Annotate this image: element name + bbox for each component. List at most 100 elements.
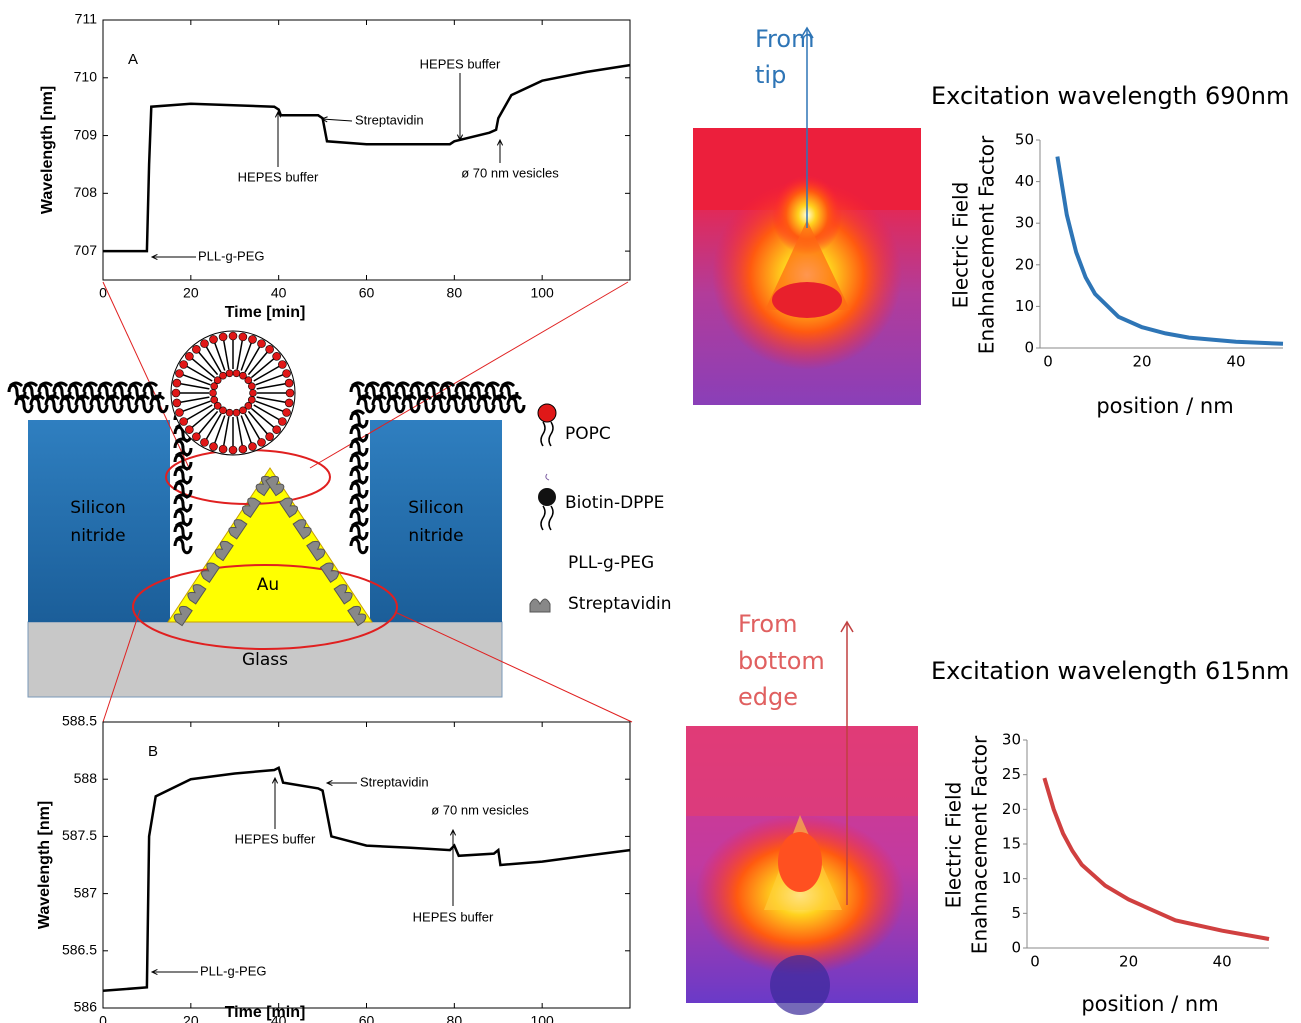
y-tick-label: 587 xyxy=(74,884,98,900)
lipid-head xyxy=(192,433,200,441)
lipid-head xyxy=(185,426,193,434)
lipid-head xyxy=(285,379,293,387)
lipid-head xyxy=(219,333,227,341)
lipid-head xyxy=(239,445,247,453)
map-label: bottom xyxy=(738,647,825,675)
lipid-head xyxy=(175,370,183,378)
y-tick-label: 0 xyxy=(1024,339,1034,357)
x-tick-label: 60 xyxy=(359,285,375,301)
x-tick-label: 0 xyxy=(1030,953,1040,971)
device-diagram: Silicon nitride Silicon nitride Au Glass… xyxy=(9,282,671,722)
x-tick-label: 20 xyxy=(183,1013,199,1023)
lipid-head xyxy=(233,409,240,416)
legend-label: Biotin-DPPE xyxy=(565,493,664,513)
y-tick-label: 40 xyxy=(1015,172,1034,190)
lipid-head xyxy=(229,446,237,454)
figure: Silicon nitride Silicon nitride Au Glass… xyxy=(0,0,1301,1023)
annotation: A xyxy=(128,51,138,68)
block-label: nitride xyxy=(408,526,463,546)
lipid-head xyxy=(239,333,247,341)
y-tick-label: 586.5 xyxy=(62,942,97,958)
lipid-head xyxy=(273,352,281,360)
lipid-head xyxy=(286,389,294,397)
data-line xyxy=(1044,778,1269,939)
lipid-head xyxy=(248,443,256,451)
lipid-head xyxy=(219,445,227,453)
annotation: HEPES buffer xyxy=(238,169,319,184)
annotation: ø 70 nm vesicles xyxy=(431,802,529,817)
lipid-head xyxy=(172,389,180,397)
lipid-head xyxy=(175,408,183,416)
legend-label: POPC xyxy=(565,424,611,444)
y-axis-label: Enahnacement Factor xyxy=(975,135,999,354)
lipid-head xyxy=(273,426,281,434)
legend-label: PLL-g-PEG xyxy=(568,553,654,573)
lipid-head xyxy=(210,335,218,343)
map-label: From xyxy=(755,25,814,53)
lipid-head xyxy=(211,396,218,403)
annotation: HEPES buffer xyxy=(420,56,501,71)
lipid-head xyxy=(185,352,193,360)
annotation: HEPES buffer xyxy=(413,909,494,924)
y-tick-label: 587.5 xyxy=(62,827,97,843)
y-tick-label: 586 xyxy=(74,999,98,1015)
triangle-label: Au xyxy=(257,575,279,595)
legend-label: Streptavidin xyxy=(568,594,671,614)
annotation: B xyxy=(148,743,158,760)
x-tick-label: 20 xyxy=(1119,953,1138,971)
annotation: Streptavidin xyxy=(360,774,429,789)
y-tick-label: 20 xyxy=(1015,255,1034,273)
x-tick-label: 80 xyxy=(447,1013,463,1023)
y-axis-label: Wavelength [nm] xyxy=(36,801,53,929)
x-tick-label: 0 xyxy=(1043,353,1053,371)
lipid-head xyxy=(278,418,286,426)
x-axis-label: Time [min] xyxy=(225,304,306,321)
x-tick-label: 20 xyxy=(183,285,199,301)
x-tick-label: 0 xyxy=(99,1013,107,1023)
y-tick-label: 710 xyxy=(74,68,98,84)
lipid-head xyxy=(248,335,256,343)
plot-frame xyxy=(103,20,630,280)
y-tick-label: 0 xyxy=(1011,939,1021,957)
lipid-head xyxy=(173,379,181,387)
lipid-head xyxy=(180,361,188,369)
plot-frame xyxy=(103,722,630,1008)
y-axis-label: Enahnacement Factor xyxy=(968,735,992,954)
x-axis-label: Time [min] xyxy=(225,1004,306,1021)
annotation: PLL-g-PEG xyxy=(200,963,266,978)
map-label: edge xyxy=(738,683,798,711)
lipid-head xyxy=(248,383,255,390)
map-label: From xyxy=(738,610,797,638)
y-tick-label: 10 xyxy=(1002,869,1021,887)
annotation: PLL-g-PEG xyxy=(198,248,264,263)
block-label: nitride xyxy=(70,526,125,546)
x-tick-label: 60 xyxy=(359,1013,375,1023)
data-line xyxy=(1057,157,1283,344)
y-tick-label: 30 xyxy=(1015,214,1034,232)
y-tick-label: 5 xyxy=(1011,904,1021,922)
x-tick-label: 80 xyxy=(447,285,463,301)
x-axis-label: position / nm xyxy=(1096,394,1233,418)
y-tick-label: 707 xyxy=(74,242,98,258)
y-tick-label: 588 xyxy=(74,770,98,786)
x-tick-label: 40 xyxy=(271,285,287,301)
lipid-head xyxy=(266,433,274,441)
y-axis-label: Wavelength [nm] xyxy=(39,86,56,214)
map-label: tip xyxy=(755,61,786,89)
substrate-label: Glass xyxy=(242,650,288,670)
x-tick-label: 100 xyxy=(530,285,554,301)
y-tick-label: 709 xyxy=(74,126,98,142)
y-tick-label: 25 xyxy=(1002,765,1021,783)
lipid-head xyxy=(210,390,217,397)
lipid-head xyxy=(250,390,257,397)
lipid-head xyxy=(192,345,200,353)
x-tick-label: 20 xyxy=(1132,353,1151,371)
y-tick-label: 50 xyxy=(1015,131,1034,149)
lipid-head xyxy=(173,399,181,407)
lipid-head xyxy=(229,332,237,340)
x-axis-label: position / nm xyxy=(1081,992,1218,1016)
y-tick-label: 20 xyxy=(1002,800,1021,818)
x-tick-label: 100 xyxy=(530,1013,554,1023)
lipid-head xyxy=(180,418,188,426)
lipid-head xyxy=(233,370,240,377)
